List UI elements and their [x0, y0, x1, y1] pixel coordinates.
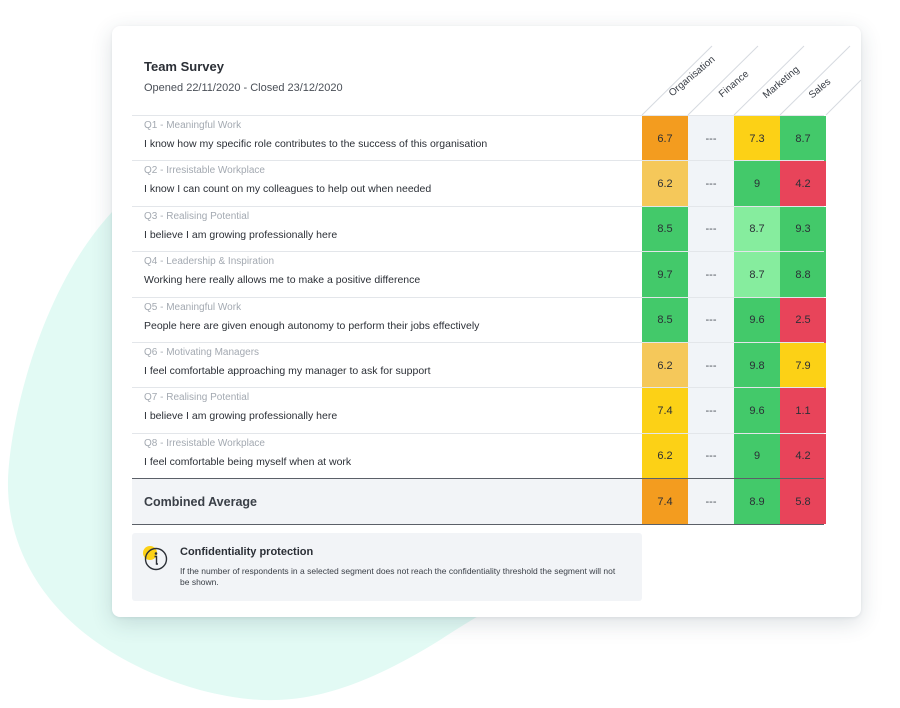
- score-cell-finance: ---: [705, 404, 717, 417]
- row-category: Q8 - Irresistable Workplace: [144, 437, 265, 449]
- table-row: Q5 - Meaningful Work People here are give…: [132, 296, 826, 343]
- row-question: I feel comfortable approaching my manage…: [144, 365, 431, 377]
- table-row: Q8 - Irresistable Workplace I feel comfor…: [132, 432, 826, 479]
- table-row: Q1 - Meaningful Work I know how my specif…: [132, 115, 826, 161]
- score-cell-finance: ---: [705, 314, 717, 327]
- score-cell-marketing: 9: [734, 161, 780, 207]
- score-cell-marketing: 7.3: [734, 116, 780, 161]
- score-cell-finance: ---: [705, 132, 717, 145]
- score-cell-organisation: 9.7: [642, 252, 688, 298]
- combined-average-label: Combined Average: [144, 495, 257, 509]
- average-cell-sales: 5.8: [780, 479, 826, 524]
- row-question: People here are given enough autonomy to…: [144, 319, 480, 332]
- score-cell-marketing: 9.6: [734, 297, 780, 343]
- column-header-sales: Sales: [806, 76, 834, 101]
- table-row: Q7 - Realising Potential I believe I am g…: [132, 387, 826, 434]
- survey-title: Team Survey: [144, 59, 224, 74]
- score-cell-organisation: 6.2: [642, 343, 688, 388]
- score-cell-finance: ---: [705, 450, 717, 463]
- score-cell-finance: ---: [705, 359, 717, 372]
- score-cell-organisation: 8.5: [642, 297, 688, 343]
- survey-dates: Opened 22/11/2020 - Closed 23/12/2020: [144, 82, 343, 94]
- row-category: Q6 - Motivating Managers: [144, 347, 260, 358]
- table-row: Q6 - Motivating Managers I feel comfortab…: [132, 342, 826, 388]
- score-cell-marketing: 9: [734, 433, 780, 479]
- score-cell-marketing: 9.8: [734, 343, 780, 388]
- average-cell-finance: ---: [705, 495, 717, 508]
- combined-average-row: Combined Average 7.4 --- 8.9 5.8: [132, 478, 826, 525]
- row-question: Working here really allows me to make a …: [144, 274, 421, 287]
- table-row: Q2 - Irresistable Workplace I know I can …: [132, 160, 826, 207]
- confidentiality-notice: Confidentiality protection If the number…: [132, 533, 642, 601]
- table-row: Q3 - Realising Potential I believe I am g…: [132, 205, 826, 252]
- score-cell-finance: ---: [705, 177, 717, 190]
- finance-column-background: [688, 115, 734, 524]
- score-cell-organisation: 6.2: [642, 161, 688, 207]
- row-question: I believe I am growing professionally he…: [144, 410, 338, 423]
- score-cell-sales: 1.1: [780, 388, 826, 434]
- row-category: Q2 - Irresistable Workplace: [144, 165, 265, 177]
- info-icon: [143, 546, 168, 571]
- column-header-finance: Finance: [716, 68, 752, 100]
- average-cell-organisation: 7.4: [642, 479, 688, 524]
- row-category: Q3 - Realising Potential: [144, 210, 250, 222]
- row-question: I know how my specific role contributes …: [144, 138, 488, 150]
- column-header-marketing: Marketing: [760, 64, 802, 101]
- score-cell-organisation: 6.7: [642, 116, 688, 161]
- column-header-organisation: Organisation: [666, 54, 718, 99]
- score-cell-organisation: 6.2: [642, 433, 688, 479]
- score-cell-sales: 4.2: [780, 161, 826, 207]
- notice-title: Confidentiality protection: [180, 546, 314, 558]
- score-cell-organisation: 8.5: [642, 206, 688, 252]
- score-cell-marketing: 8.7: [734, 206, 780, 252]
- row-question: I feel comfortable being myself when at …: [144, 455, 352, 468]
- survey-card: Team Survey Opened 22/11/2020 - Closed 2…: [112, 26, 861, 617]
- score-cell-marketing: 8.7: [734, 252, 780, 298]
- row-question: I know I can count on my colleagues to h…: [144, 183, 432, 196]
- score-cell-marketing: 9.6: [734, 388, 780, 434]
- score-cell-sales: 8.8: [780, 252, 826, 298]
- row-category: Q5 - Meaningful Work: [144, 301, 242, 313]
- score-cell-finance: ---: [705, 223, 717, 236]
- score-cell-finance: ---: [705, 268, 717, 281]
- score-cell-sales: 4.2: [780, 433, 826, 479]
- row-category: Q7 - Realising Potential: [144, 392, 250, 404]
- table-row: Q4 - Leadership & Inspiration Working her…: [132, 251, 826, 298]
- score-cell-sales: 9.3: [780, 206, 826, 252]
- average-cell-marketing: 8.9: [734, 479, 780, 524]
- score-cell-sales: 8.7: [780, 116, 826, 161]
- row-category: Q1 - Meaningful Work: [144, 120, 242, 131]
- notice-text: If the number of respondents in a select…: [180, 566, 616, 587]
- score-cell-sales: 2.5: [780, 297, 826, 343]
- score-cell-organisation: 7.4: [642, 388, 688, 434]
- row-question: I believe I am growing professionally he…: [144, 228, 338, 241]
- row-category: Q4 - Leadership & Inspiration: [144, 256, 275, 268]
- score-cell-sales: 7.9: [780, 343, 826, 388]
